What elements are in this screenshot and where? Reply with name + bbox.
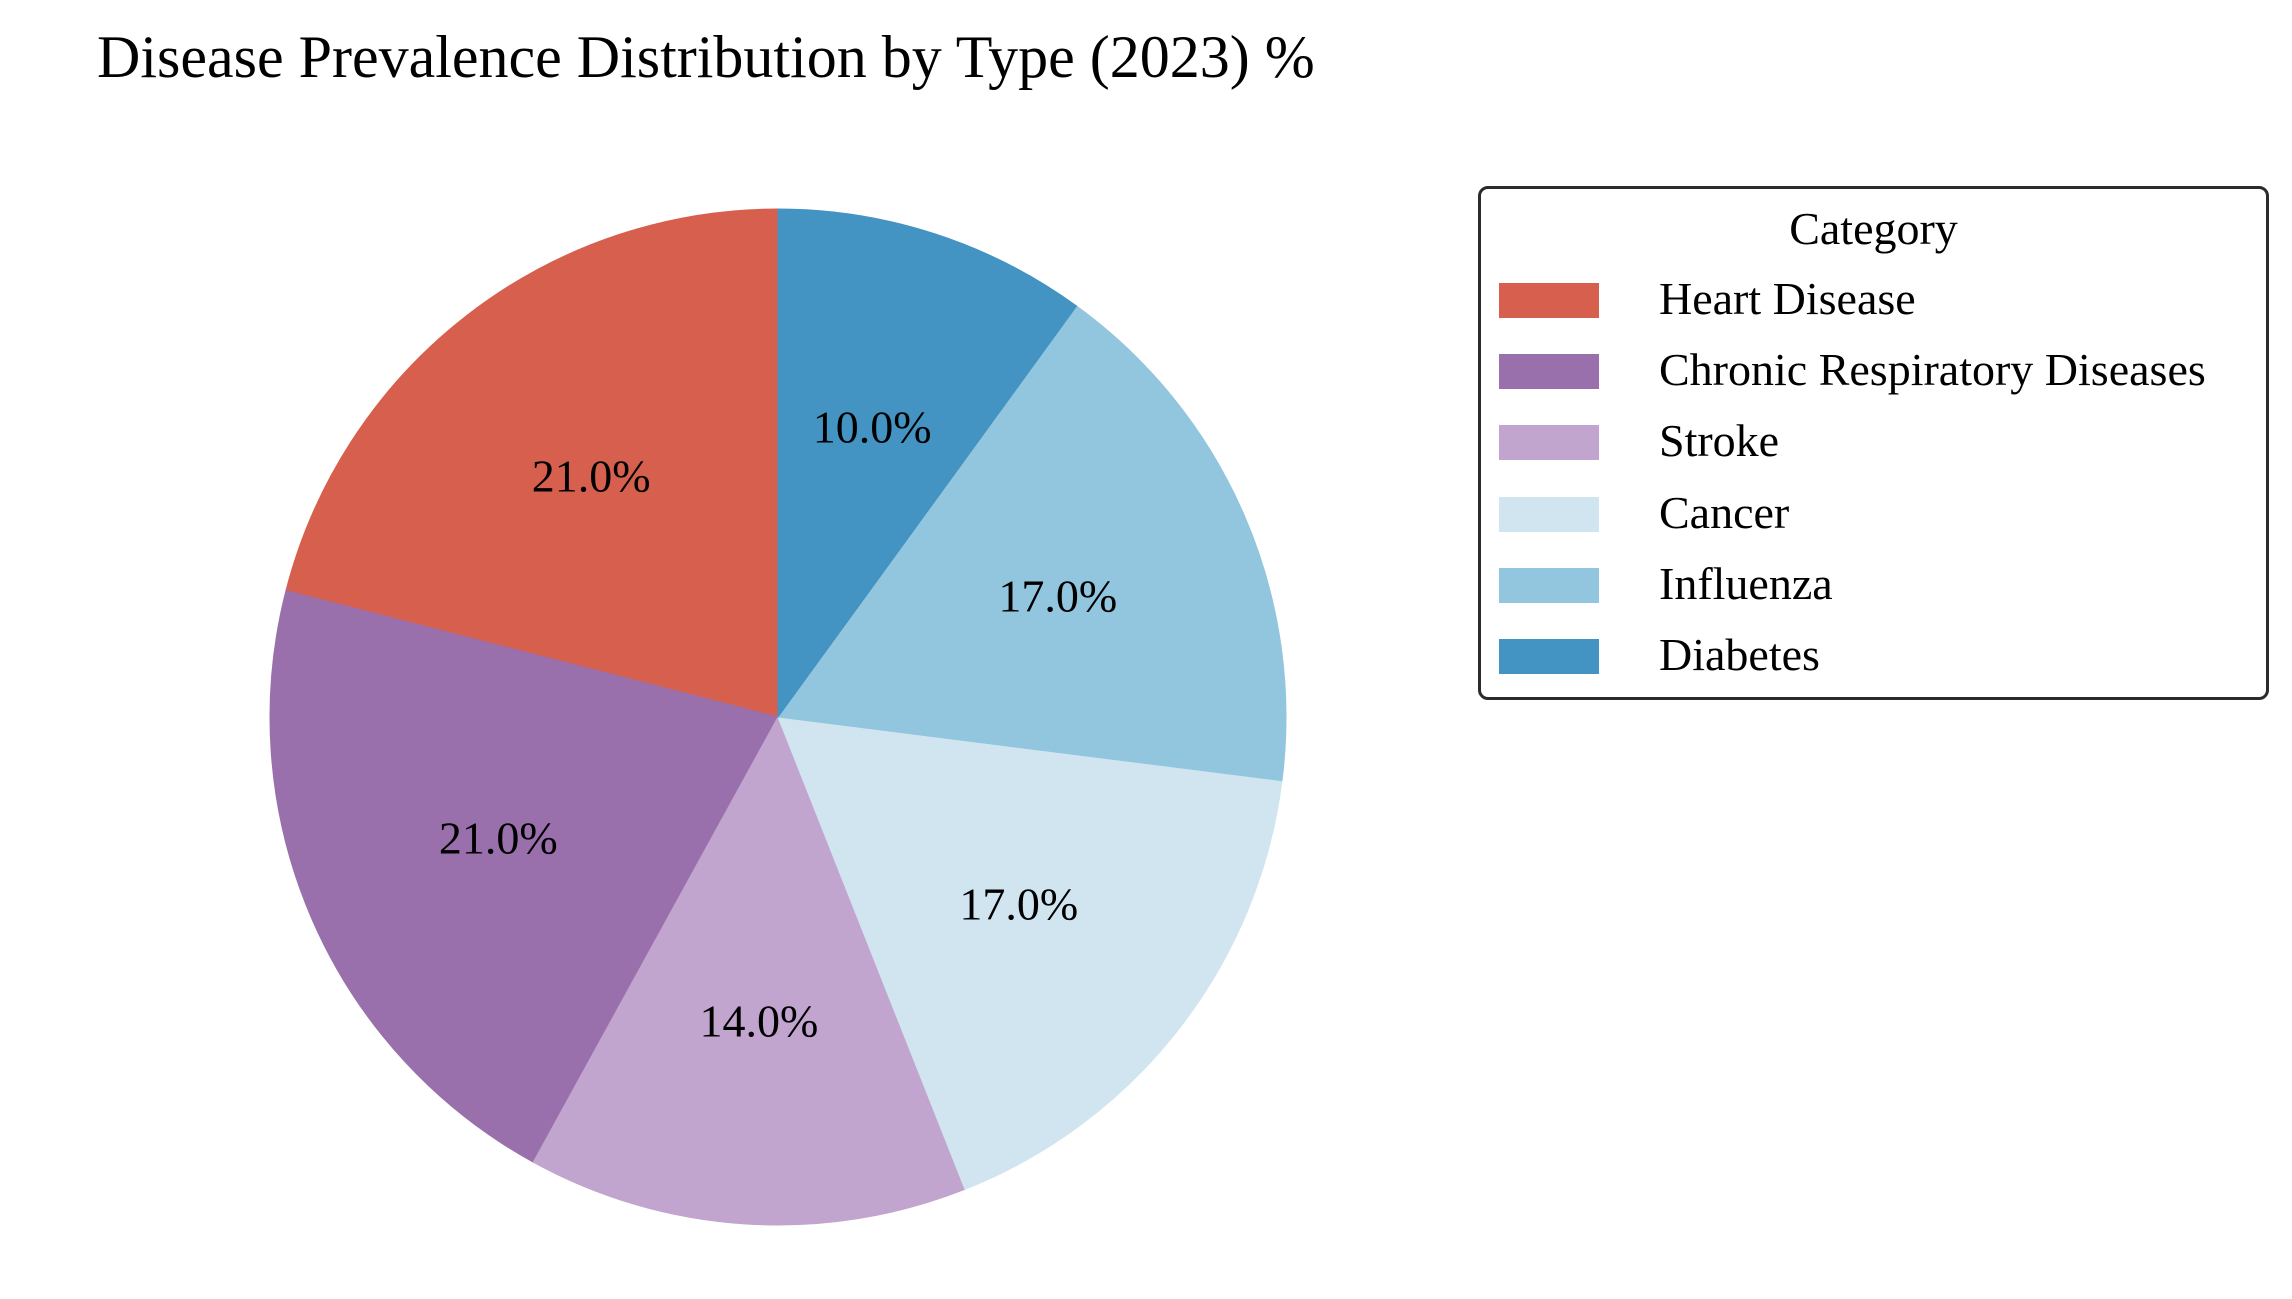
slice-percent-label: 21.0%	[532, 451, 651, 502]
legend-item-stroke: Stroke	[1499, 413, 2259, 469]
legend-item-chronic-respiratory-diseases: Chronic Respiratory Diseases	[1499, 342, 2259, 398]
legend-swatch	[1499, 354, 1599, 389]
pie-slice-stroke	[532, 715, 966, 1226]
legend-item-influenza: Influenza	[1499, 556, 2259, 612]
pie-slice-labels: 21.0% 21.0% 14.0% 17.0% 17.0% 10.0%	[439, 402, 1117, 1047]
legend-item-diabetes: Diabetes	[1499, 627, 2259, 683]
legend-swatch	[1499, 639, 1599, 674]
legend-swatch	[1499, 283, 1599, 318]
slice-percent-label: 17.0%	[959, 878, 1078, 929]
legend-label: Cancer	[1659, 487, 1790, 538]
pie-slice-influenza	[777, 305, 1287, 782]
legend-label: Influenza	[1659, 558, 1833, 609]
legend-label: Stroke	[1659, 415, 1780, 466]
legend-label: Diabetes	[1659, 629, 1820, 680]
legend-swatch	[1499, 425, 1599, 460]
pie-slice-diabetes	[777, 208, 1078, 719]
pie-slice-heart-disease	[285, 208, 779, 718]
legend-item-heart-disease: Heart Disease	[1499, 271, 2259, 327]
slice-percent-label: 10.0%	[813, 402, 932, 453]
pie-slice-cancer	[777, 716, 1283, 1190]
legend-swatch	[1499, 568, 1599, 603]
pie-slices	[269, 208, 1287, 1226]
legend: Category Heart Disease Chronic Respirato…	[1478, 186, 2269, 700]
legend-label: Chronic Respiratory Diseases	[1659, 344, 2206, 395]
pie-slice-chronic-respiratory-diseases	[269, 590, 779, 1163]
chart-title: Disease Prevalence Distribution by Type …	[97, 24, 1315, 90]
slice-percent-label: 21.0%	[439, 813, 558, 864]
legend-title: Category	[1789, 203, 1958, 254]
legend-swatch	[1499, 497, 1599, 532]
slice-percent-label: 17.0%	[998, 570, 1117, 621]
legend-item-cancer: Cancer	[1499, 485, 2259, 541]
legend-label: Heart Disease	[1659, 273, 1916, 324]
slice-percent-label: 14.0%	[699, 996, 818, 1047]
